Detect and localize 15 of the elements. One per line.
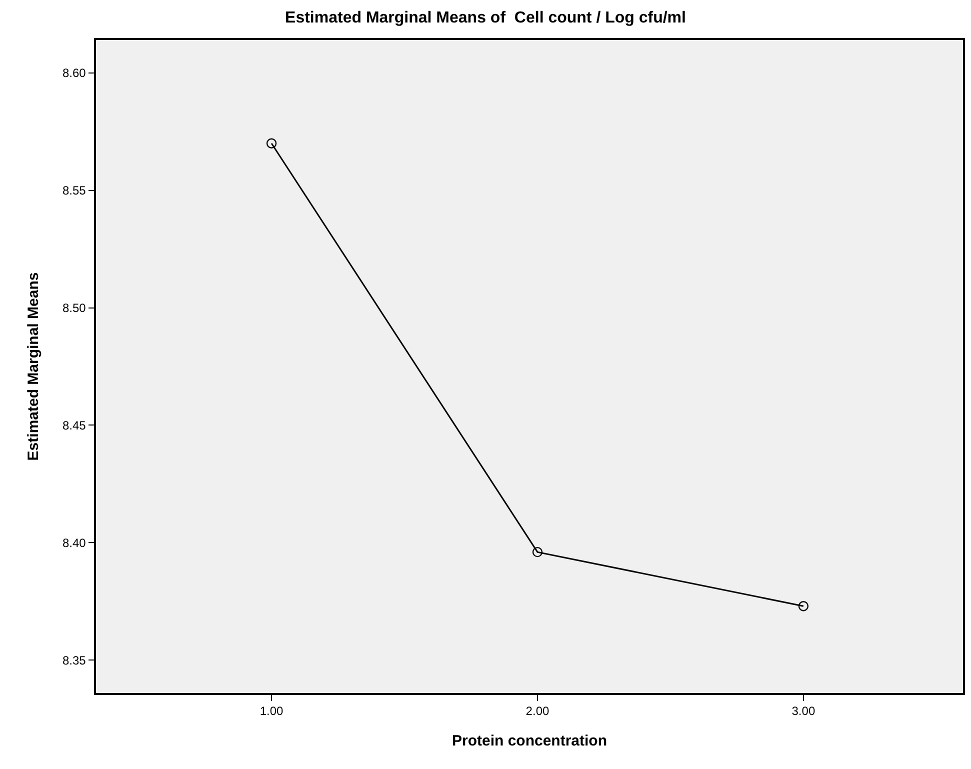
chart-title: Estimated Marginal Means of Cell count / Log cfu/ml bbox=[285, 10, 686, 27]
x-axis-title: Protein concentration bbox=[452, 732, 608, 750]
y-tick-label: 8.40 bbox=[62, 536, 86, 550]
x-tick-label: 2.00 bbox=[526, 704, 550, 718]
y-tick-label: 8.45 bbox=[62, 418, 86, 432]
x-tick-label: 1.00 bbox=[260, 704, 284, 718]
y-tick-label: 8.35 bbox=[62, 653, 86, 668]
point bbox=[532, 546, 543, 558]
y-tick-label: 8.60 bbox=[62, 66, 86, 80]
y-axis-title: Estimated Marginal Means bbox=[25, 272, 42, 461]
y-tick-label: 8.50 bbox=[62, 300, 86, 315]
y-tick-label: 8.55 bbox=[62, 184, 86, 198]
point bbox=[798, 600, 809, 612]
x-tick-label: 3.00 bbox=[792, 704, 816, 718]
point bbox=[266, 138, 277, 148]
